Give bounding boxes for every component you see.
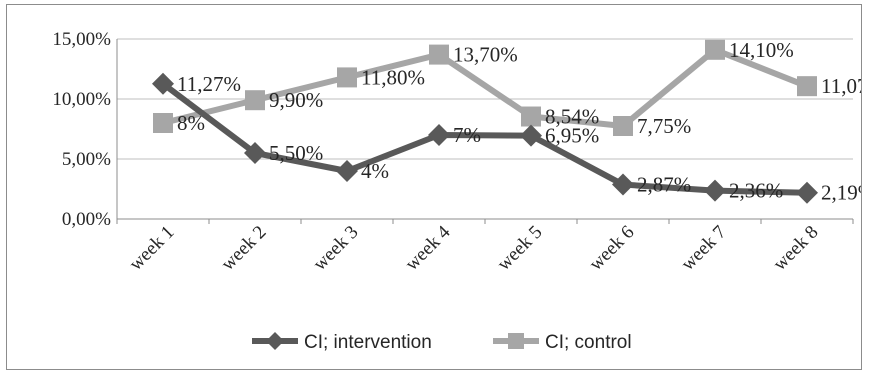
- legend-label: CI; control: [545, 332, 632, 353]
- data-label: 2,36%: [729, 179, 783, 203]
- diamond-marker: [266, 332, 284, 350]
- diamond-marker: [612, 173, 634, 196]
- y-tick-label: 0,00%: [62, 209, 111, 230]
- x-tick-label: week 2: [217, 222, 270, 275]
- x-tick-label: week 6: [585, 222, 638, 275]
- data-label: 2,87%: [637, 173, 691, 197]
- data-label: 14,10%: [729, 38, 794, 62]
- square-marker: [429, 44, 449, 65]
- x-tick-label: week 4: [401, 221, 455, 275]
- square-marker: [245, 90, 265, 111]
- x-tick-label: week 7: [677, 222, 730, 275]
- square-marker: [613, 116, 633, 136]
- x-tick-label: week 3: [309, 222, 362, 275]
- data-label: 8,54%: [545, 105, 599, 129]
- data-label: 5,50%: [269, 141, 323, 165]
- data-label: 11,07%: [821, 74, 861, 98]
- data-label: 6,95%: [545, 124, 599, 148]
- y-tick-label: 5,00%: [62, 149, 111, 170]
- data-label: 9,90%: [269, 88, 323, 112]
- data-label: 4%: [361, 159, 389, 183]
- diamond-marker: [796, 181, 818, 204]
- chart-frame: 0,00% 5,00% 10,00% 15,00% week 1 week 2 week 3…: [6, 4, 870, 370]
- data-labels: 11,27% 5,50% 4% 7% 6,95% 2,87% 2,36% 2,19% 8% 9,9…: [177, 38, 870, 205]
- data-label: 13,70%: [453, 43, 518, 67]
- square-marker: [508, 333, 524, 349]
- data-label: 11,80%: [361, 65, 425, 89]
- square-marker: [337, 67, 357, 88]
- y-tick-label: 15,00%: [52, 29, 111, 50]
- diamond-marker: [704, 179, 726, 202]
- legend: CI; intervention CI; control: [252, 332, 632, 353]
- series-line: [161, 81, 808, 196]
- diamond-marker: [152, 72, 174, 95]
- diamond-marker: [428, 124, 450, 146]
- data-label: 7%: [453, 123, 481, 147]
- y-tick-label: 10,00%: [52, 89, 111, 110]
- diamond-marker: [520, 124, 542, 147]
- x-tick-label: week 8: [769, 222, 822, 275]
- square-marker: [797, 76, 817, 97]
- line-chart: 0,00% 5,00% 10,00% 15,00% week 1 week 2 week 3…: [52, 29, 870, 353]
- square-marker: [153, 113, 173, 133]
- square-marker: [705, 39, 725, 60]
- diamond-marker: [336, 160, 358, 182]
- data-label: 7,75%: [637, 114, 691, 138]
- x-tick-label: week 1: [125, 222, 178, 275]
- series-lines: [152, 39, 818, 204]
- diamond-marker: [244, 142, 266, 164]
- legend-label: CI; intervention: [304, 332, 432, 353]
- data-label: 11,27%: [177, 72, 241, 96]
- data-label: 8%: [177, 111, 205, 135]
- square-marker: [521, 106, 541, 127]
- data-label: 2,19%: [821, 181, 861, 205]
- series-line: [162, 46, 809, 129]
- x-tick-label: week 5: [493, 222, 546, 275]
